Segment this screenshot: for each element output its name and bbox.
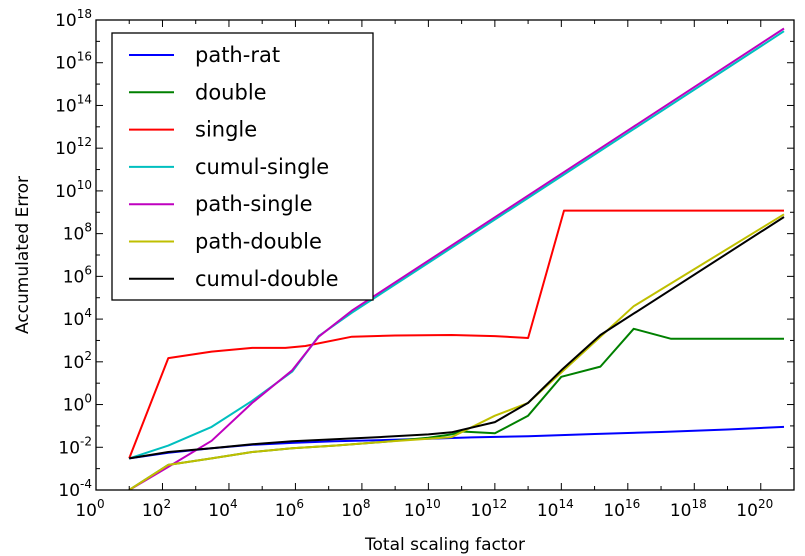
x-tick-label: 1010 <box>404 497 441 521</box>
legend-label-path-double: path-double <box>195 230 322 254</box>
y-tick-label: 106 <box>63 263 92 287</box>
y-tick-label: 1014 <box>55 92 92 116</box>
legend-label-cumul-single: cumul-single <box>195 155 329 179</box>
y-axis-title: Accumulated Error <box>13 176 33 334</box>
legend-label-double: double <box>195 80 267 104</box>
y-tick-label: 100 <box>63 392 92 416</box>
legend-label-path-rat: path-rat <box>195 43 280 67</box>
y-tick-label: 10-4 <box>58 477 92 501</box>
x-tick-label: 106 <box>275 497 304 521</box>
series-line-cumul-double <box>129 216 785 460</box>
x-tick-label: 108 <box>341 497 370 521</box>
axis-ticks <box>95 19 795 491</box>
legend-label-path-single: path-single <box>195 192 313 216</box>
y-tick-label: 1018 <box>55 7 92 31</box>
legend: path-rat double single cumul-single path-sin… <box>111 32 374 301</box>
legend-label-cumul-double: cumul-double <box>195 267 339 291</box>
y-tick-label: 10-2 <box>58 434 92 458</box>
x-axis-title: Total scaling factor <box>364 535 525 555</box>
y-tick-label: 1016 <box>55 50 92 74</box>
y-tick-label: 1010 <box>55 178 92 202</box>
x-tick-label: 1016 <box>603 497 640 521</box>
x-tick-label: 104 <box>208 497 237 521</box>
x-tick-label: 1020 <box>736 497 773 521</box>
plot-lines <box>128 27 785 490</box>
series-line-path-single <box>128 27 785 490</box>
x-tick-label: 1014 <box>537 497 574 521</box>
legend-label-single: single <box>195 118 257 142</box>
x-tick-label: 100 <box>75 497 104 521</box>
x-tick-labels: 100 102 104 106 108 1010 1012 1014 1016 1018 1020 <box>75 497 773 521</box>
series-line-single <box>128 209 784 459</box>
y-tick-label: 102 <box>63 349 92 373</box>
y-tick-label: 104 <box>63 306 92 330</box>
x-tick-label: 1018 <box>670 497 707 521</box>
series-line-path-double <box>128 213 785 490</box>
y-tick-label: 1012 <box>55 135 92 159</box>
y-tick-label: 108 <box>63 221 92 245</box>
y-tick-labels: 10-4 10-2 100 102 104 106 108 1010 1012 1014 1016 1… <box>55 7 92 501</box>
x-tick-label: 1012 <box>470 497 507 521</box>
x-tick-label: 102 <box>142 497 171 521</box>
series-line-double <box>128 327 784 490</box>
